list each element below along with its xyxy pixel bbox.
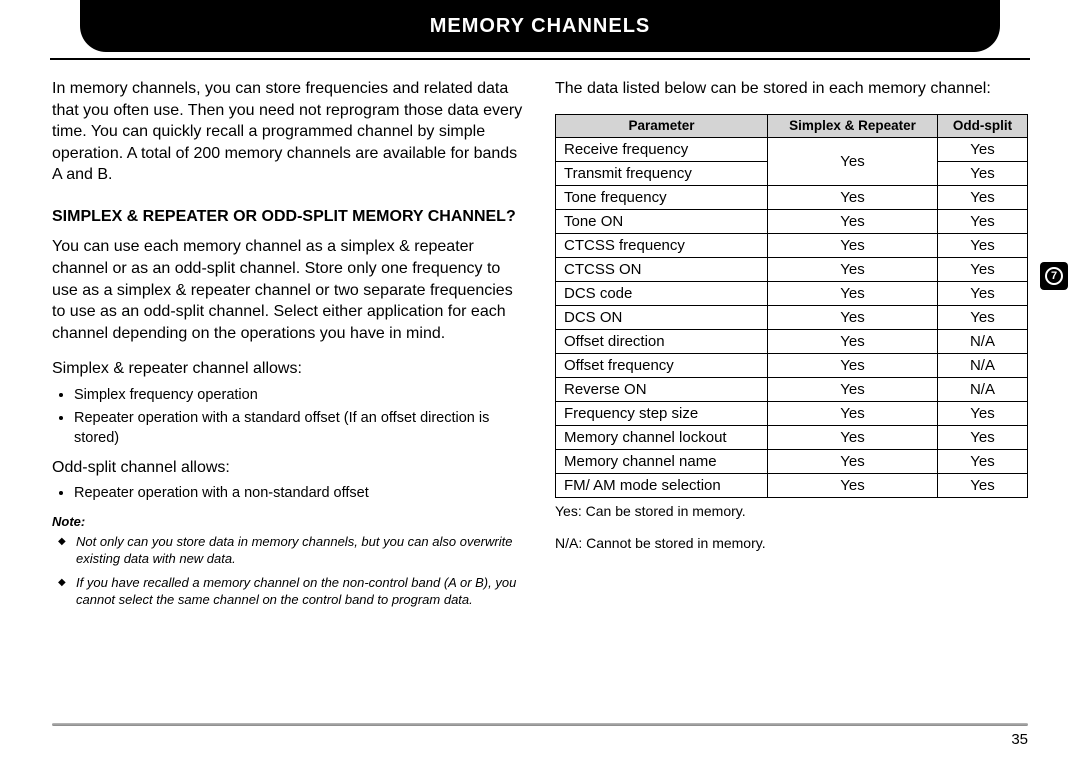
param-cell: Transmit frequency xyxy=(556,161,768,185)
sr-cell: Yes xyxy=(768,425,938,449)
os-cell: Yes xyxy=(937,449,1027,473)
sr-cell: Yes xyxy=(768,185,938,209)
sr-cell: Yes xyxy=(768,449,938,473)
param-cell: Memory channel name xyxy=(556,449,768,473)
table-row: CTCSS ONYesYes xyxy=(556,257,1028,281)
th-simplex-repeater: Simplex & Repeater xyxy=(768,114,938,137)
parameter-table: Parameter Simplex & Repeater Odd-split R… xyxy=(555,114,1028,498)
list-item: Repeater operation with a non-standard o… xyxy=(74,484,525,504)
sr-cell: Yes xyxy=(768,209,938,233)
header-rule xyxy=(50,58,1030,60)
os-cell: Yes xyxy=(937,209,1027,233)
table-row: DCS ONYesYes xyxy=(556,305,1028,329)
param-cell: Offset direction xyxy=(556,329,768,353)
sr-cell: Yes xyxy=(768,401,938,425)
legend-yes: Yes: Can be stored in memory. xyxy=(555,502,1028,520)
param-cell: Memory channel lockout xyxy=(556,425,768,449)
sr-cell: Yes xyxy=(768,305,938,329)
os-cell: Yes xyxy=(937,401,1027,425)
param-cell: Tone frequency xyxy=(556,185,768,209)
table-row: FM/ AM mode selectionYesYes xyxy=(556,473,1028,497)
table-row: DCS codeYesYes xyxy=(556,281,1028,305)
table-row: Offset frequencyYesN/A xyxy=(556,353,1028,377)
os-cell: N/A xyxy=(937,329,1027,353)
list-item: Repeater operation with a standard offse… xyxy=(74,409,525,448)
os-cell: Yes xyxy=(937,281,1027,305)
table-row: CTCSS frequencyYesYes xyxy=(556,233,1028,257)
note-item: Not only can you store data in memory ch… xyxy=(76,533,525,568)
left-column: In memory channels, you can store freque… xyxy=(52,78,525,720)
sr-cell: Yes xyxy=(768,353,938,377)
table-row: Tone frequencyYesYes xyxy=(556,185,1028,209)
table-row: Memory channel nameYesYes xyxy=(556,449,1028,473)
param-cell: Offset frequency xyxy=(556,353,768,377)
section-heading: SIMPLEX & REPEATER OR ODD-SPLIT MEMORY C… xyxy=(52,206,525,228)
os-cell: Yes xyxy=(937,185,1027,209)
param-cell: DCS ON xyxy=(556,305,768,329)
param-cell: Frequency step size xyxy=(556,401,768,425)
legend-na: N/A: Cannot be stored in memory. xyxy=(555,534,1028,552)
sr-cell: Yes xyxy=(768,329,938,353)
sr-cell: Yes xyxy=(768,233,938,257)
intro-paragraph: In memory channels, you can store freque… xyxy=(52,78,525,186)
section-number: 7 xyxy=(1045,267,1063,285)
note-item: If you have recalled a memory channel on… xyxy=(76,574,525,609)
list-item: Simplex frequency operation xyxy=(74,386,525,406)
th-parameter: Parameter xyxy=(556,114,768,137)
content-area: In memory channels, you can store freque… xyxy=(52,78,1028,720)
table-row: Offset directionYesN/A xyxy=(556,329,1028,353)
table-header-row: Parameter Simplex & Repeater Odd-split xyxy=(556,114,1028,137)
header-tab: MEMORY CHANNELS xyxy=(80,0,1000,52)
page-title: MEMORY CHANNELS xyxy=(430,15,651,38)
table-row: Memory channel lockoutYesYes xyxy=(556,425,1028,449)
os-cell: Yes xyxy=(937,257,1027,281)
sr-cell: Yes xyxy=(768,257,938,281)
os-allows-label: Odd-split channel allows: xyxy=(52,457,525,479)
th-odd-split: Odd-split xyxy=(937,114,1027,137)
note-list: Not only can you store data in memory ch… xyxy=(52,533,525,609)
os-cell: Yes xyxy=(937,425,1027,449)
param-cell: CTCSS frequency xyxy=(556,233,768,257)
table-row: Frequency step sizeYesYes xyxy=(556,401,1028,425)
sr-allows-label: Simplex & repeater channel allows: xyxy=(52,358,525,380)
os-cell: Yes xyxy=(937,233,1027,257)
os-cell: Yes xyxy=(937,137,1027,161)
os-bullet-list: Repeater operation with a non-standard o… xyxy=(52,484,525,504)
os-cell: Yes xyxy=(937,305,1027,329)
sr-cell: Yes xyxy=(768,473,938,497)
param-cell: CTCSS ON xyxy=(556,257,768,281)
sr-cell: Yes xyxy=(768,377,938,401)
os-cell: N/A xyxy=(937,377,1027,401)
right-column: The data listed below can be stored in e… xyxy=(555,78,1028,720)
os-cell: Yes xyxy=(937,161,1027,185)
param-cell: Receive frequency xyxy=(556,137,768,161)
param-cell: FM/ AM mode selection xyxy=(556,473,768,497)
param-cell: Reverse ON xyxy=(556,377,768,401)
table-lead: The data listed below can be stored in e… xyxy=(555,78,1028,100)
page-number: 35 xyxy=(1011,731,1028,748)
table-row: Receive frequencyYesYes xyxy=(556,137,1028,161)
table-row: Reverse ONYesN/A xyxy=(556,377,1028,401)
footer-rule xyxy=(52,723,1028,726)
sr-bullet-list: Simplex frequency operation Repeater ope… xyxy=(52,386,525,449)
os-cell: N/A xyxy=(937,353,1027,377)
table-row: Tone ONYesYes xyxy=(556,209,1028,233)
os-cell: Yes xyxy=(937,473,1027,497)
param-cell: Tone ON xyxy=(556,209,768,233)
sr-cell: Yes xyxy=(768,137,938,185)
section-paragraph: You can use each memory channel as a sim… xyxy=(52,236,525,344)
section-badge: 7 xyxy=(1040,262,1068,290)
param-cell: DCS code xyxy=(556,281,768,305)
note-label: Note: xyxy=(52,514,525,529)
sr-cell: Yes xyxy=(768,281,938,305)
